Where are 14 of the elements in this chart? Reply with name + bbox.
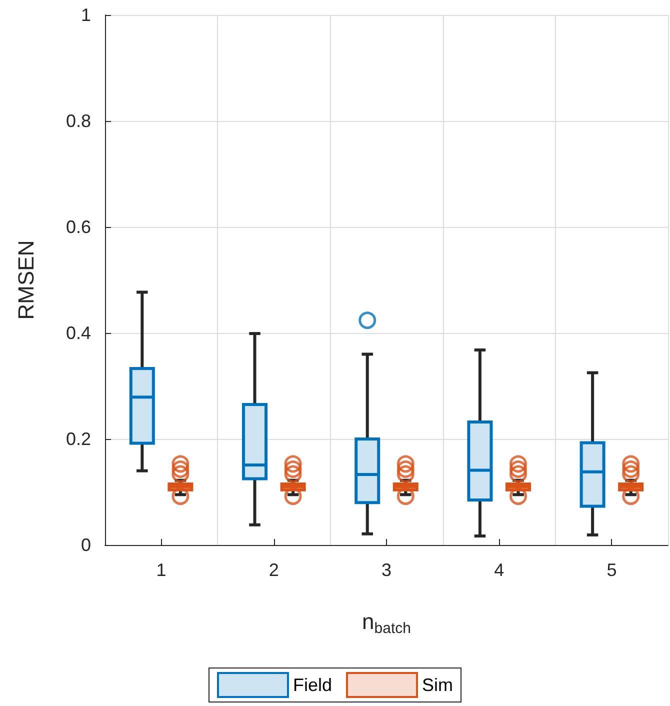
y-tick-label: 0.8 xyxy=(66,111,91,131)
x-tick-label: 1 xyxy=(156,560,166,580)
y-tick-label: 0 xyxy=(80,535,91,555)
x-tick-label: 5 xyxy=(606,560,617,580)
y-tick-label: 0.4 xyxy=(66,323,91,343)
x-tick-label: 2 xyxy=(268,560,279,580)
legend-label: Sim xyxy=(422,675,454,695)
x-tick-label: 3 xyxy=(381,560,392,580)
y-tick-label: 0.2 xyxy=(66,429,91,449)
y-tick-label: 1 xyxy=(80,5,91,25)
y-axis-title: RMSEN xyxy=(14,240,38,320)
x-tick-label: 4 xyxy=(494,560,504,580)
y-tick-label: 0.6 xyxy=(66,217,91,237)
legend-label: Field xyxy=(292,675,332,695)
